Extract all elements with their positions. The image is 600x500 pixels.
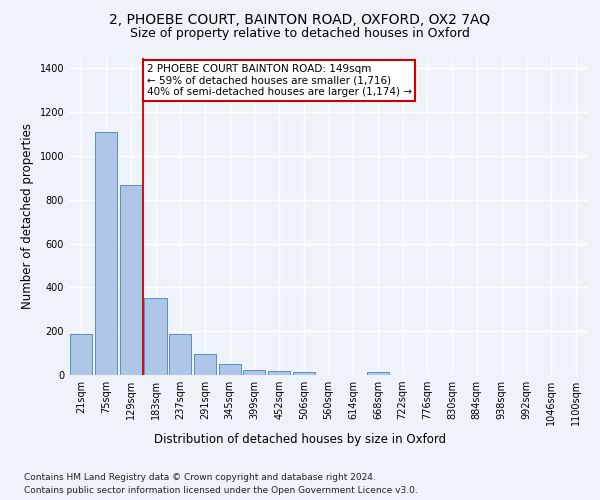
Text: 2, PHOEBE COURT, BAINTON ROAD, OXFORD, OX2 7AQ: 2, PHOEBE COURT, BAINTON ROAD, OXFORD, O… <box>109 12 491 26</box>
Bar <box>70 334 92 375</box>
Bar <box>194 354 216 375</box>
Text: 2 PHOEBE COURT BAINTON ROAD: 149sqm
← 59% of detached houses are smaller (1,716): 2 PHOEBE COURT BAINTON ROAD: 149sqm ← 59… <box>147 64 412 98</box>
Bar <box>268 372 290 375</box>
Text: Distribution of detached houses by size in Oxford: Distribution of detached houses by size … <box>154 432 446 446</box>
Bar <box>293 372 315 375</box>
Bar <box>243 370 265 375</box>
Text: Contains public sector information licensed under the Open Government Licence v3: Contains public sector information licen… <box>24 486 418 495</box>
Text: Size of property relative to detached houses in Oxford: Size of property relative to detached ho… <box>130 28 470 40</box>
Bar <box>145 298 167 375</box>
Y-axis label: Number of detached properties: Number of detached properties <box>21 123 34 309</box>
Text: Contains HM Land Registry data © Crown copyright and database right 2024.: Contains HM Land Registry data © Crown c… <box>24 472 376 482</box>
Bar <box>119 184 142 375</box>
Bar <box>218 364 241 375</box>
Bar <box>169 334 191 375</box>
Bar <box>95 132 117 375</box>
Bar <box>367 372 389 375</box>
